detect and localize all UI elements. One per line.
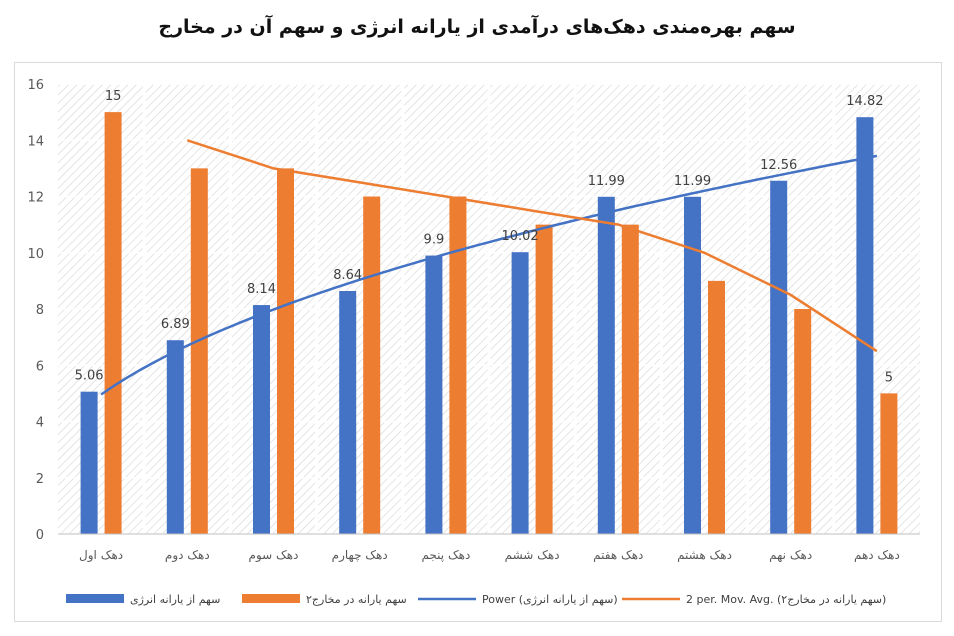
bar-series-2	[535, 224, 553, 534]
data-label: 14.82	[846, 94, 883, 109]
x-tick-label: دهک پنجم	[421, 548, 470, 562]
data-label: 6.89	[161, 317, 190, 332]
legend-label-2: سهم یارانه در مخارج۲	[306, 593, 407, 606]
bar-series-2	[449, 196, 467, 534]
y-tick-label: 6	[36, 359, 44, 374]
data-label: 11.99	[588, 174, 625, 189]
x-tick-label: دهک چهارم	[332, 548, 388, 563]
legend-label-1: سهم از یارانه انرژی	[130, 593, 220, 606]
data-label: 5	[885, 370, 893, 385]
data-label: 8.14	[247, 282, 276, 297]
bar-series-2	[104, 112, 122, 534]
data-label: 8.64	[333, 268, 362, 283]
x-tick-label: دهک سوم	[249, 548, 299, 563]
x-tick-label: دهک اول	[79, 548, 123, 563]
bar-series-1	[253, 305, 270, 534]
x-tick-label: دهک هشتم	[677, 548, 732, 562]
bar-series-1	[597, 196, 615, 534]
data-label: 15	[105, 89, 122, 104]
data-label: 10.02	[501, 229, 538, 244]
bar-series-2	[190, 168, 208, 534]
legend-label-3: Power (سهم از یارانه انرژی)	[482, 593, 618, 606]
power-trendline	[100, 154, 878, 396]
bar-series-1	[339, 291, 357, 534]
bar-series-1	[166, 340, 184, 534]
data-label: 12.56	[760, 158, 797, 173]
bar-series-1	[511, 252, 529, 534]
bar-series-1	[856, 117, 874, 534]
bar-series-2	[708, 280, 725, 534]
legend-swatch-1	[66, 594, 124, 603]
bar-series-2	[621, 224, 639, 534]
moving-average-trendline	[186, 139, 878, 353]
y-tick-label: 12	[27, 191, 44, 206]
data-label: 9.9	[424, 233, 445, 248]
chart-title: سهم بهره‌مندی دهک‌های درآمدی از یارانه ا…	[158, 16, 796, 38]
x-tick-label: دهک دهم	[854, 548, 900, 562]
x-tick-label: دهک نهم	[769, 548, 812, 562]
bar-series-1	[684, 196, 701, 534]
legend-label-4: 2 per. Mov. Avg. (سهم یارانه در مخارج۲)	[686, 593, 886, 606]
y-tick-label: 8	[36, 303, 44, 318]
bar-series-2	[277, 168, 294, 534]
bar-series-2	[794, 309, 812, 534]
y-tick-label: 16	[27, 78, 44, 93]
legend-swatch-2	[242, 594, 300, 603]
y-tick-label: 0	[36, 528, 44, 543]
data-label: 11.99	[674, 174, 711, 189]
bar-series-1	[770, 180, 788, 534]
x-tick-label: دهک هفتم	[593, 548, 643, 562]
y-tick-label: 2	[36, 472, 44, 487]
y-tick-label: 14	[27, 134, 44, 149]
x-tick-label: دهک ششم	[505, 548, 560, 562]
x-tick-label: دهک دوم	[165, 548, 210, 563]
chart-frame	[14, 62, 942, 622]
y-tick-label: 4	[36, 416, 44, 431]
y-tick-label: 10	[27, 247, 44, 262]
bar-series-1	[80, 391, 98, 534]
bar-series-1	[425, 255, 443, 534]
data-label: 5.06	[75, 369, 104, 384]
bar-series-2	[880, 393, 898, 534]
bar-series-2	[363, 196, 381, 534]
